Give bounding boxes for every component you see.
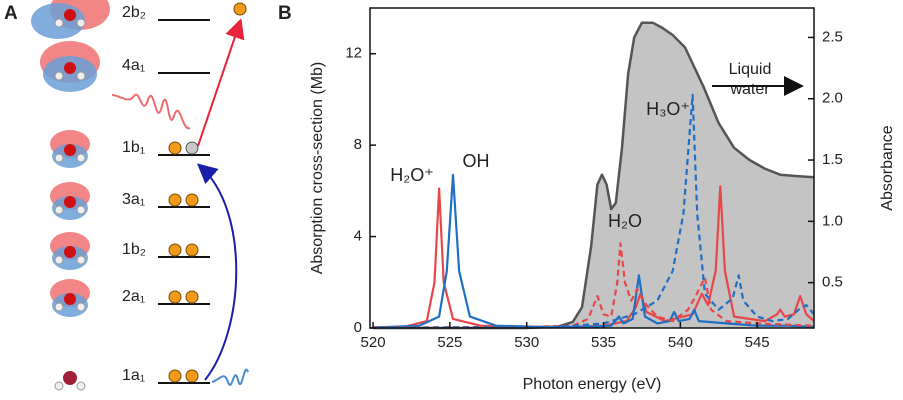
atom-h [76,255,86,265]
electron [168,193,182,207]
electron [168,369,182,383]
atom-h [54,381,64,391]
y-tick-label: 12 [345,45,362,62]
atom-h [76,381,86,391]
area [373,22,814,328]
series-annotation: H₂O [608,211,642,231]
y-tick-label: 4 [354,228,362,245]
electron [185,290,199,304]
y2-tick-label: 1.5 [822,151,843,168]
ejected-electron [233,2,247,16]
electron [185,193,199,207]
atom-h [76,302,86,312]
atom-h [76,71,86,81]
series-annotation: H₃O⁺ [646,99,690,119]
xray-pulse [111,93,191,130]
orbital-label: 1a₁ [122,367,145,384]
atom-o [63,371,77,385]
x-tick-label: 525 [437,334,462,351]
y2-axis-title: Absorbance [879,125,896,210]
atom-h [76,153,86,163]
electron [168,243,182,257]
atom-h [76,18,86,28]
y2-tick-label: 1.0 [822,212,843,229]
orbital-label: 1b₂ [122,241,146,258]
ionization-arrow [197,18,245,147]
atom-o [64,9,76,21]
series-annotation: OH [463,151,490,171]
y-axis-title: Absorption cross-section (Mb) [309,62,326,275]
atom-h [54,302,64,312]
plot-frame [369,7,815,329]
x-tick-label: 540 [668,334,693,351]
x-tick-label: 520 [361,334,386,351]
series-annotation: H₂O⁺ [390,165,434,185]
atom-h [54,71,64,81]
atom-h [54,153,64,163]
orbital-label: 2a₁ [122,288,145,305]
electron [168,141,182,155]
atom-o [64,196,76,208]
line [373,242,815,329]
line [373,21,815,330]
excitation-arrow [197,163,238,381]
line [373,93,815,330]
atom-o [64,144,76,156]
atom-o [64,246,76,258]
atom-h [54,205,64,215]
y2-tick-label: 2.0 [822,90,843,107]
atom-o [64,293,76,305]
x-tick-label: 535 [591,334,616,351]
orbital-label: 3a₁ [122,191,145,208]
orbital-label: 4a₁ [122,57,145,74]
x-axis-title: Photon energy (eV) [523,376,662,393]
series-annotation: Liquid water [729,61,772,98]
electron [168,290,182,304]
line [373,173,815,329]
electron [185,243,199,257]
atom-h [54,255,64,265]
atom-h [76,205,86,215]
y-tick-label: 8 [354,136,362,153]
hole [185,141,199,155]
panel-label: B [278,3,292,24]
panel-label: A [4,3,18,24]
y2-tick-label: 2.5 [822,28,843,45]
x-tick-label: 530 [514,334,539,351]
electron [185,369,199,383]
x-tick-label: 545 [745,334,770,351]
atom-o [64,62,76,74]
orbital-label: 1b₁ [122,139,145,156]
pump-pulse [211,368,249,386]
orbital-label: 2b₂ [122,4,146,21]
y2-tick-label: 0.5 [822,274,843,291]
atom-h [54,18,64,28]
y-tick-label: 0 [354,319,362,336]
